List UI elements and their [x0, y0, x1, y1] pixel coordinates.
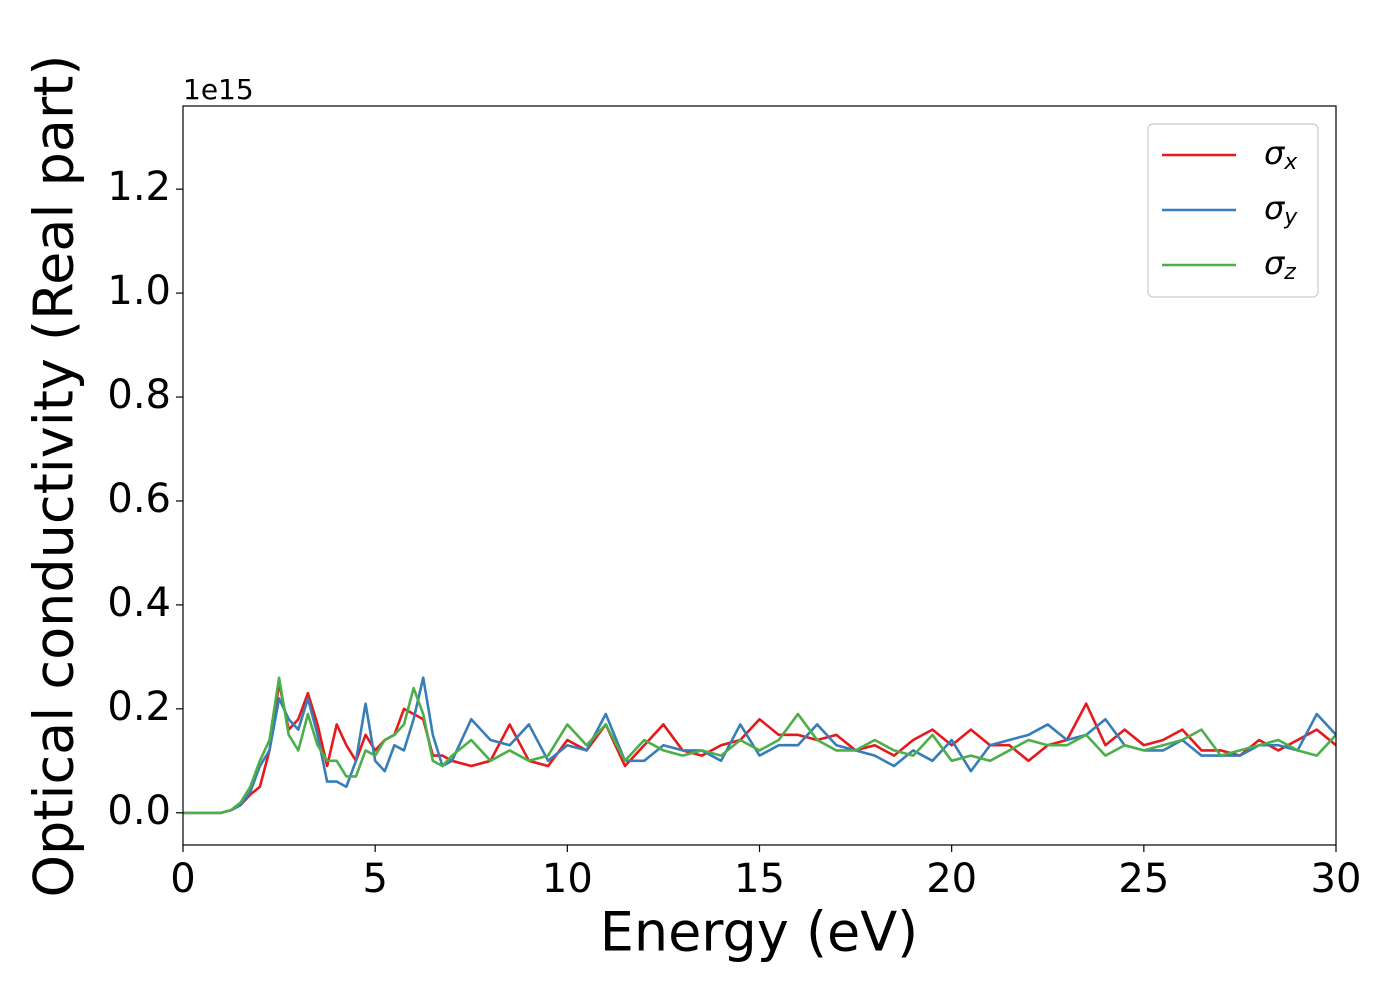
- x-tick-label: 10: [542, 856, 593, 902]
- x-tick-label: 30: [1311, 856, 1362, 902]
- y-tick-label: 0.8: [107, 372, 171, 418]
- series-line: [183, 681, 1336, 815]
- x-tick-label: 20: [926, 856, 977, 902]
- x-tick-label: 15: [734, 856, 785, 902]
- y-tick-label: 1.0: [107, 268, 171, 314]
- plot-lines: [183, 676, 1336, 815]
- x-tick-label: 5: [362, 856, 387, 902]
- legend-label: σy: [1264, 189, 1298, 230]
- y-tick-label: 0.2: [107, 684, 171, 730]
- legend-label: σx: [1264, 134, 1298, 175]
- y-axis-label: Optical conductivity (Real part): [23, 55, 86, 898]
- plot-frame: [182, 105, 1337, 846]
- offset-label: 1e15: [183, 73, 254, 106]
- y-tick-label: 1.2: [107, 164, 171, 210]
- y-tick-label: 0.0: [107, 788, 171, 834]
- y-tick-label: 0.4: [107, 580, 171, 626]
- legend-label: σz: [1264, 244, 1296, 285]
- x-axis-label: Energy (eV): [600, 901, 919, 964]
- series-line: [183, 676, 1336, 815]
- x-tick-label: 0: [170, 856, 195, 902]
- y-tick-label: 0.6: [107, 476, 171, 522]
- x-tick-label: 25: [1118, 856, 1169, 902]
